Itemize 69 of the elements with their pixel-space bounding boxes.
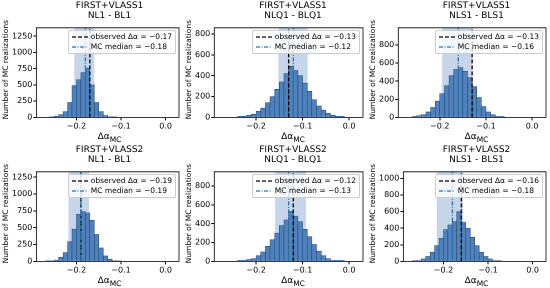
y-tick-label: 200 [378, 94, 394, 104]
y-tick-label: 200 [194, 238, 210, 247]
x-axis-title: Δα$_{MC}$ [96, 132, 122, 144]
y-tick-label: 600 [194, 200, 210, 209]
x-axis-title: Δα$_{MC}$ [464, 132, 490, 144]
y-tick-label: 400 [194, 70, 210, 80]
x-tick-label: 0.0 [526, 265, 539, 274]
y-tick-label: 800 [194, 29, 210, 38]
chart-title: FIRST+VLASS1 [442, 1, 512, 11]
y-tick-label: 400 [384, 223, 400, 232]
chart-title: FIRST+VLASS1 [74, 1, 144, 11]
x-tick-label: −0.2 [66, 121, 86, 130]
x-tick-label: −0.1 [292, 121, 312, 130]
x-tick-label: −0.1 [111, 121, 131, 130]
y-tick-label: 400 [194, 218, 210, 228]
y-tick-label: 800 [194, 181, 210, 190]
x-tick-label: −0.2 [246, 121, 266, 130]
x-tick-label: −0.1 [478, 265, 498, 274]
chart-title: FIRST+VLASS2 [258, 145, 328, 155]
x-tick-label: −0.1 [111, 265, 131, 274]
y-tick-label: 800 [378, 40, 394, 50]
x-tick-label: −0.2 [66, 265, 86, 274]
x-tick-label: −0.1 [476, 121, 496, 130]
x-tick-label: 0.0 [159, 121, 172, 130]
y-tick-label: 750 [17, 206, 32, 215]
y-tick-label: 500 [17, 222, 32, 232]
y-tick-label: 250 [17, 96, 32, 106]
y-tick-label: 1000 [379, 174, 400, 183]
y-tick-label: 1000 [12, 48, 32, 57]
x-tick-label: 0.0 [159, 265, 172, 274]
x-axis-title: Δα$_{MC}$ [464, 276, 490, 288]
x-tick-label: 0.0 [526, 121, 539, 130]
y-tick-label: 200 [384, 240, 400, 249]
x-tick-label: −0.2 [434, 265, 454, 274]
y-tick-label: 1250 [12, 172, 32, 182]
chart-subtitle: NLQ1 - BLQ1 [263, 155, 323, 165]
y-tick-label: 0 [27, 256, 32, 266]
chart-subtitle: NLQ1 - BLQ1 [263, 11, 323, 21]
x-tick-label: −0.1 [292, 265, 312, 274]
chart-subtitle: NL1 - BL1 [86, 11, 132, 21]
chart-subtitle: NL1 - BL1 [86, 155, 132, 165]
y-tick-label: 500 [17, 80, 32, 90]
x-axis-title: Δα$_{MC}$ [280, 276, 306, 288]
y-tick-label: 750 [17, 64, 32, 73]
y-tick-label: 0 [205, 256, 210, 266]
x-axis-title: Δα$_{MC}$ [280, 132, 306, 144]
y-tick-label: 400 [378, 76, 394, 86]
x-tick-label: 0.0 [342, 265, 356, 274]
y-tick-label: 0 [389, 112, 394, 122]
y-tick-label: 1000 [12, 189, 32, 198]
y-tick-label: 0 [27, 112, 32, 122]
y-tick-label: 600 [384, 206, 400, 216]
chart-title: FIRST+VLASS1 [258, 1, 328, 11]
x-tick-label: −0.2 [430, 121, 450, 130]
y-tick-label: 250 [17, 240, 32, 249]
y-tick-label: 1250 [12, 31, 32, 40]
x-tick-label: −0.2 [246, 265, 266, 274]
chart-subtitle: NLS1 - BLS1 [448, 155, 505, 165]
y-tick-label: 800 [384, 190, 400, 200]
chart-subtitle: NLS1 - BLS1 [448, 11, 505, 21]
x-axis-title: Δα$_{MC}$ [96, 276, 122, 288]
chart-title: FIRST+VLASS2 [74, 145, 144, 155]
y-tick-label: 0 [205, 112, 210, 122]
y-tick-label: 200 [194, 92, 210, 101]
x-tick-label: 0.0 [342, 121, 356, 130]
y-tick-label: 600 [194, 50, 210, 59]
y-tick-label: 600 [378, 58, 394, 68]
y-tick-label: 0 [394, 256, 400, 266]
chart-title: FIRST+VLASS2 [442, 145, 512, 155]
